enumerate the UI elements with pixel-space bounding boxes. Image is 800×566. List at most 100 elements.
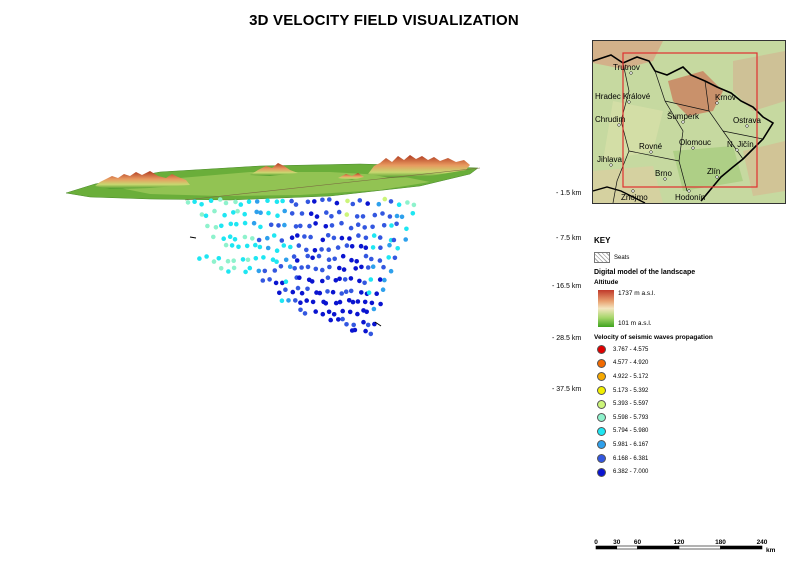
velocity-point: [380, 211, 385, 216]
velocity-point: [381, 223, 387, 228]
velocity-point: [293, 298, 298, 303]
velocity-point: [260, 278, 266, 283]
velocity-point: [253, 255, 259, 261]
velocity-point: [283, 257, 289, 263]
city-label: Hradec Králové: [595, 92, 651, 101]
velocity-class-row: 5.173 - 5.392: [594, 384, 794, 398]
border-line: [593, 186, 646, 203]
velocity-point: [335, 245, 341, 250]
velocity-point: [345, 198, 350, 204]
velocity-point: [363, 253, 369, 259]
region-boundary: [612, 62, 764, 203]
velocity-class-label: 5.393 - 5.597: [613, 401, 649, 408]
velocity-point: [343, 289, 349, 295]
velocity-point: [364, 309, 370, 315]
velocity-point: [299, 211, 305, 216]
velocity-point: [325, 289, 330, 294]
velocity-point: [349, 244, 355, 249]
velocity-point: [273, 280, 279, 286]
velocity-point: [262, 268, 268, 274]
velocity-point: [355, 299, 361, 304]
velocity-point: [316, 253, 322, 259]
velocity-class-swatch: [597, 413, 606, 423]
velocity-point: [211, 259, 217, 264]
velocity-point: [365, 322, 371, 328]
velocity-point: [348, 276, 354, 281]
velocity-point: [291, 254, 297, 259]
velocity-point: [293, 202, 299, 207]
velocity-point: [313, 266, 319, 272]
velocity-point: [359, 264, 364, 270]
velocity-point: [217, 197, 223, 202]
velocity-point: [324, 210, 329, 215]
velocity-class-swatch: [597, 386, 606, 396]
city-label: Krnov: [715, 93, 736, 102]
velocity-point: [293, 224, 299, 229]
velocity-point: [242, 211, 247, 217]
velocity-point: [359, 290, 364, 295]
velocity-point: [290, 289, 296, 295]
velocity-point: [370, 245, 376, 250]
velocity-point: [310, 255, 315, 261]
depth-label: - 7.5 km: [556, 235, 582, 242]
velocity-class-row: 5.598 - 5.793: [594, 411, 794, 425]
velocity-point: [298, 300, 303, 306]
velocity-point: [369, 300, 375, 306]
velocity-point: [265, 198, 270, 203]
velocity-point: [235, 208, 240, 214]
velocity-point: [192, 199, 197, 204]
velocity-point: [394, 221, 399, 227]
terrain-ridge-center: [250, 163, 298, 176]
velocity-class-label: 4.922 - 5.172: [613, 373, 649, 380]
velocity-point: [313, 309, 319, 314]
marker-tick: [374, 321, 382, 327]
velocity-point: [295, 285, 301, 291]
velocity-point: [223, 242, 229, 248]
velocity-point: [298, 307, 303, 313]
velocity-point: [331, 235, 337, 241]
terrain-edge: [184, 167, 481, 201]
velocity-point: [212, 208, 217, 214]
velocity-class-swatch: [597, 399, 606, 409]
velocity-class-swatch: [597, 467, 606, 477]
scale-bar-segment: [637, 545, 680, 550]
velocity-point: [199, 202, 204, 207]
velocity-point: [203, 213, 209, 219]
velocity-point: [281, 243, 287, 248]
terrain-ridge-east: [368, 155, 470, 178]
velocity-point: [326, 247, 332, 252]
key-title: KEY: [594, 236, 611, 245]
velocity-point: [333, 300, 339, 306]
velocity-class-row: 3.767 - 4.575: [594, 343, 794, 357]
velocity-point: [213, 225, 219, 230]
study-area-outline: [622, 52, 758, 188]
velocity-point: [308, 211, 314, 216]
seats-swatch: [594, 252, 610, 263]
velocity-point: [272, 268, 278, 273]
inset-map-svg: Trutnov Hradec Králové Krnov Chrudim Šum…: [593, 41, 785, 203]
seats-legend-row: Seats: [594, 252, 794, 263]
velocity-point: [332, 256, 338, 262]
velocity-point: [277, 290, 282, 296]
city-label: Brno: [655, 169, 672, 178]
altitude-color-ramp: [598, 290, 614, 327]
velocity-point: [362, 299, 368, 305]
velocity-point: [346, 298, 352, 303]
velocity-point: [378, 245, 383, 250]
velocity-point: [298, 223, 303, 229]
velocity-point: [351, 322, 357, 328]
velocity-point: [208, 198, 214, 203]
velocity-class-row: 6.168 - 6.381: [594, 452, 794, 466]
velocity-point: [221, 236, 226, 241]
city-label: Olomouc: [679, 138, 711, 147]
velocity-point: [302, 311, 308, 316]
velocity-point: [275, 213, 280, 218]
seats-label: Seats: [614, 254, 630, 261]
scale-bar-segment: [720, 545, 763, 550]
velocity-points-layer: [185, 196, 417, 337]
velocity-legend: 3.767 - 4.575 4.577 - 4.920 4.922 - 5.172 5…: [594, 343, 794, 479]
velocity-point: [337, 265, 342, 271]
scale-bar-segment: [595, 545, 618, 550]
velocity-point: [305, 286, 310, 292]
